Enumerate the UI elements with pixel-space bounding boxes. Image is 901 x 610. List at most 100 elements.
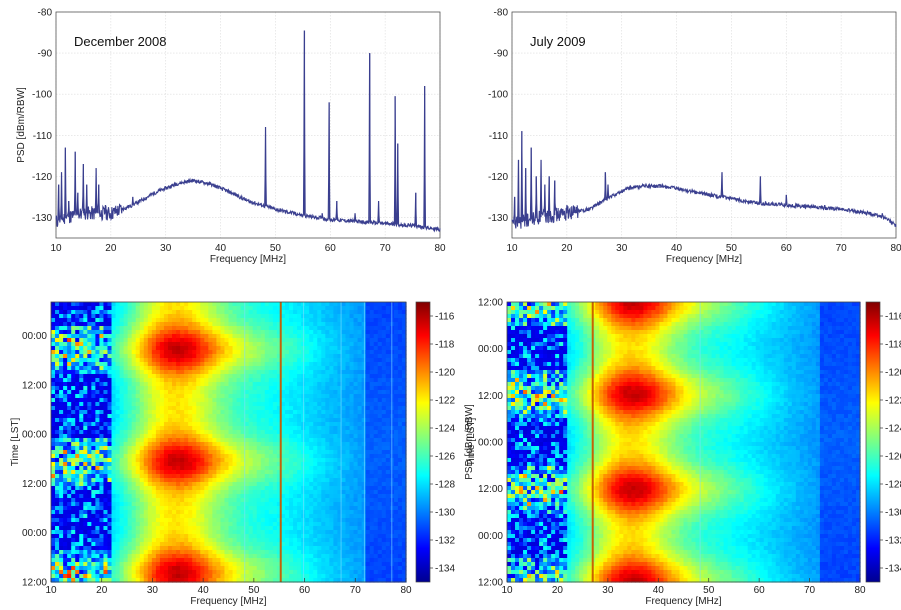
heatmap-cell <box>163 334 169 339</box>
heatmap-cell <box>256 370 262 375</box>
heatmap-cell <box>276 322 282 327</box>
heatmap-cell <box>272 490 278 495</box>
heatmap-cell <box>357 342 363 347</box>
heatmap-cell <box>200 486 205 491</box>
heatmap-cell <box>260 450 266 455</box>
heatmap-cell <box>289 454 294 459</box>
heatmap-cell <box>172 426 177 431</box>
heatmap-cell <box>127 458 133 463</box>
heatmap-cell <box>151 390 157 395</box>
heatmap-cell <box>329 330 334 335</box>
heatmap-cell <box>143 466 149 471</box>
heatmap-cell <box>393 450 399 455</box>
heatmap-cell <box>252 402 258 407</box>
heatmap-cell <box>232 418 238 423</box>
heatmap-cell <box>345 442 351 447</box>
heatmap-cell <box>163 398 169 403</box>
x-tick-label: 30 <box>160 243 172 254</box>
heatmap-cell <box>369 350 375 355</box>
heatmap-cell <box>333 326 339 331</box>
heatmap-cell <box>115 490 121 495</box>
heatmap-cell <box>401 510 407 515</box>
heatmap-cell <box>260 374 266 379</box>
heatmap-cell <box>79 518 84 523</box>
heatmap-cell <box>252 362 258 367</box>
heatmap-cell <box>184 474 189 479</box>
heatmap-cell <box>369 410 375 415</box>
heatmap-cell <box>244 426 250 431</box>
heatmap-cell <box>103 378 109 383</box>
heatmap-cell <box>204 426 209 431</box>
heatmap-cell <box>276 302 282 307</box>
heatmap-cell <box>393 410 399 415</box>
heatmap-cell <box>155 390 161 395</box>
heatmap-cell <box>147 434 153 439</box>
heatmap-cell <box>393 502 399 507</box>
heatmap-cell <box>297 442 302 447</box>
heatmap-cell <box>357 474 363 479</box>
heatmap-cell <box>127 394 133 399</box>
heatmap-cell <box>172 310 177 315</box>
heatmap-cell <box>216 370 222 375</box>
heatmap-cell <box>167 522 173 527</box>
heatmap-cell <box>236 510 242 515</box>
heatmap-cell <box>401 506 407 511</box>
heatmap-cell <box>200 410 205 415</box>
heatmap-cell <box>143 482 149 487</box>
heatmap-cell <box>188 514 193 519</box>
heatmap-cell <box>337 382 343 387</box>
heatmap-cell <box>321 334 326 339</box>
heatmap-cell <box>216 502 222 507</box>
heatmap-cell <box>71 370 76 375</box>
heatmap-cell <box>176 334 181 339</box>
heatmap-cell <box>95 322 101 327</box>
heatmap-cell <box>337 330 343 335</box>
heatmap-cell <box>123 454 129 459</box>
heatmap-cell <box>272 410 278 415</box>
heatmap-cell <box>369 394 375 399</box>
heatmap-cell <box>151 518 157 523</box>
heatmap-cell <box>244 362 250 367</box>
heatmap-cell <box>325 426 330 431</box>
heatmap-cell <box>107 474 113 479</box>
heatmap-cell <box>289 358 294 363</box>
heatmap-cell <box>79 486 84 491</box>
heatmap-cell <box>349 482 355 487</box>
heatmap-cell <box>317 386 322 391</box>
heatmap-cell <box>99 334 105 339</box>
heatmap-cell <box>365 442 371 447</box>
heatmap-cell <box>236 310 242 315</box>
heatmap-cell <box>172 490 177 495</box>
heatmap-cell <box>115 414 121 419</box>
heatmap-cell <box>176 486 181 491</box>
heatmap-cell <box>55 426 60 431</box>
heatmap-cell <box>305 462 310 467</box>
heatmap-cell <box>293 378 298 383</box>
heatmap-cell <box>139 398 145 403</box>
heatmap-cell <box>293 374 298 379</box>
heatmap-cell <box>264 502 270 507</box>
heatmap-cell <box>176 470 181 475</box>
heatmap-cell <box>107 466 113 471</box>
heatmap-cell <box>127 398 133 403</box>
heatmap-cell <box>200 414 205 419</box>
heatmap-cell <box>188 498 193 503</box>
heatmap-cell <box>256 478 262 483</box>
heatmap-cell <box>216 506 222 511</box>
heatmap-cell <box>163 330 169 335</box>
heatmap-cell <box>103 350 109 355</box>
heatmap-cell <box>196 306 201 311</box>
heatmap-cell <box>143 454 149 459</box>
heatmap-cell <box>369 486 375 491</box>
heatmap-cell <box>55 494 60 499</box>
heatmap-cell <box>349 366 355 371</box>
heatmap-cell <box>401 434 407 439</box>
heatmap-cell <box>309 322 314 327</box>
heatmap-cell <box>91 334 96 339</box>
heatmap-cell <box>297 358 302 363</box>
heatmap-cell <box>75 426 80 431</box>
heatmap-cell <box>107 434 113 439</box>
heatmap-cell <box>188 506 193 511</box>
heatmap-cell <box>204 330 209 335</box>
heatmap-cell <box>111 306 117 311</box>
